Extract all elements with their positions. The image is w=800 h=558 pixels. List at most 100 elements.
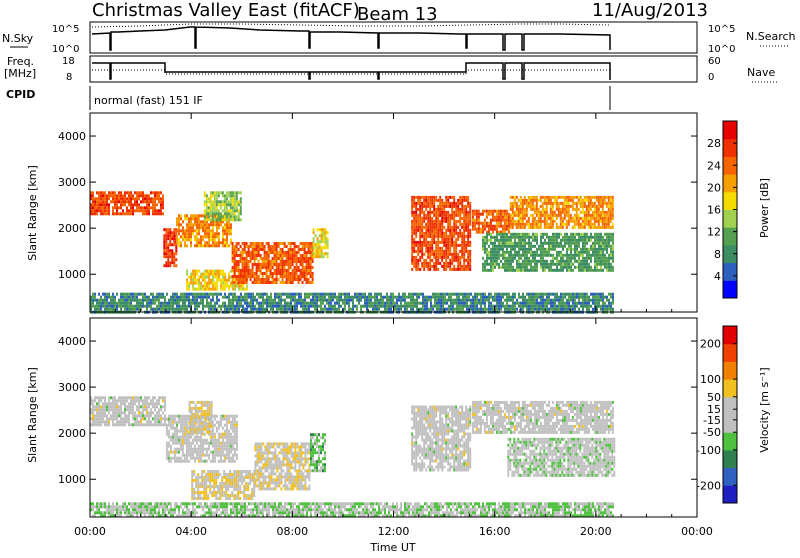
data-cell	[411, 241, 413, 244]
data-cell	[576, 260, 578, 263]
data-cell	[514, 220, 516, 223]
data-cell	[512, 211, 514, 214]
data-cell	[522, 223, 524, 226]
data-cell	[496, 251, 498, 254]
data-cell	[512, 260, 514, 263]
data-cell	[126, 212, 128, 215]
data-cell	[421, 211, 423, 214]
data-cell	[508, 219, 510, 222]
data-cell	[240, 218, 242, 221]
data-cell	[540, 305, 542, 308]
data-cell	[606, 260, 608, 263]
data-cell	[226, 206, 228, 209]
data-cell	[238, 212, 240, 215]
data-cell	[500, 296, 502, 299]
data-cell	[306, 272, 308, 275]
data-cell	[548, 254, 550, 257]
data-cell	[516, 223, 518, 226]
data-cell	[202, 214, 204, 217]
data-cell	[486, 213, 488, 216]
data-cell	[315, 243, 317, 246]
data-cell	[220, 305, 222, 308]
data-cell	[228, 220, 230, 223]
data-cell	[584, 242, 586, 245]
data-cell	[610, 214, 612, 217]
data-cell	[110, 308, 112, 311]
data-cell	[160, 293, 162, 296]
data-cell	[210, 212, 212, 215]
data-cell	[212, 276, 214, 279]
data-cell	[586, 242, 588, 245]
data-cell	[284, 242, 286, 245]
data-cell	[112, 209, 114, 212]
data-cell	[508, 266, 510, 269]
data-cell	[276, 275, 278, 278]
data-cell	[156, 299, 158, 302]
data-cell	[500, 222, 502, 225]
data-cell	[310, 302, 312, 305]
data-cell	[169, 243, 171, 246]
data-cell	[246, 254, 248, 257]
data-cell	[550, 205, 552, 208]
data-cell	[546, 293, 548, 296]
data-cell	[514, 254, 516, 257]
data-cell	[604, 211, 606, 214]
data-cell	[600, 196, 602, 199]
data-cell	[552, 302, 554, 305]
data-cell	[486, 222, 488, 225]
data-cell	[564, 223, 566, 226]
data-cell	[380, 305, 382, 308]
data-cell	[228, 229, 230, 232]
data-cell	[382, 296, 384, 299]
data-cell	[294, 257, 296, 260]
data-cell	[572, 257, 574, 260]
data-cell	[98, 194, 100, 197]
data-cell	[578, 233, 580, 236]
data-cell	[154, 203, 156, 206]
data-cell	[167, 249, 169, 252]
data-cell	[376, 293, 378, 296]
data-cell	[262, 257, 264, 260]
data-cell	[532, 296, 534, 299]
data-cell	[240, 285, 242, 288]
data-cell	[292, 269, 294, 272]
data-cell	[415, 256, 417, 259]
data-cell	[384, 296, 386, 299]
data-cell	[469, 253, 471, 256]
data-cell	[536, 205, 538, 208]
data-cell	[445, 202, 447, 205]
data-cell	[256, 245, 258, 248]
data-cell	[142, 305, 144, 308]
data-cell	[558, 242, 560, 245]
data-cell	[439, 214, 441, 217]
data-cell	[274, 299, 276, 302]
data-cell	[538, 226, 540, 229]
data-cell	[298, 302, 300, 305]
data-cell	[194, 235, 196, 238]
data-cell	[427, 199, 429, 202]
data-cell	[324, 293, 326, 296]
data-cell	[284, 272, 286, 275]
data-cell	[222, 305, 224, 308]
data-cell	[108, 296, 110, 299]
data-cell	[530, 305, 532, 308]
data-cell	[244, 272, 246, 275]
data-cell	[288, 275, 290, 278]
data-cell	[242, 242, 244, 245]
data-cell	[224, 302, 226, 305]
data-cell	[480, 305, 482, 308]
data-cell	[442, 293, 444, 296]
data-cell	[584, 257, 586, 260]
data-cell	[194, 220, 196, 223]
data-cell	[465, 241, 467, 244]
data-cell	[482, 248, 484, 251]
data-cell	[154, 308, 156, 311]
data-cell	[510, 305, 512, 308]
data-cell	[464, 305, 466, 308]
data-cell	[316, 299, 318, 302]
data-cell	[534, 199, 536, 202]
data-cell	[602, 242, 604, 245]
data-cell	[112, 212, 114, 215]
data-cell	[104, 194, 106, 197]
data-cell	[488, 222, 490, 225]
